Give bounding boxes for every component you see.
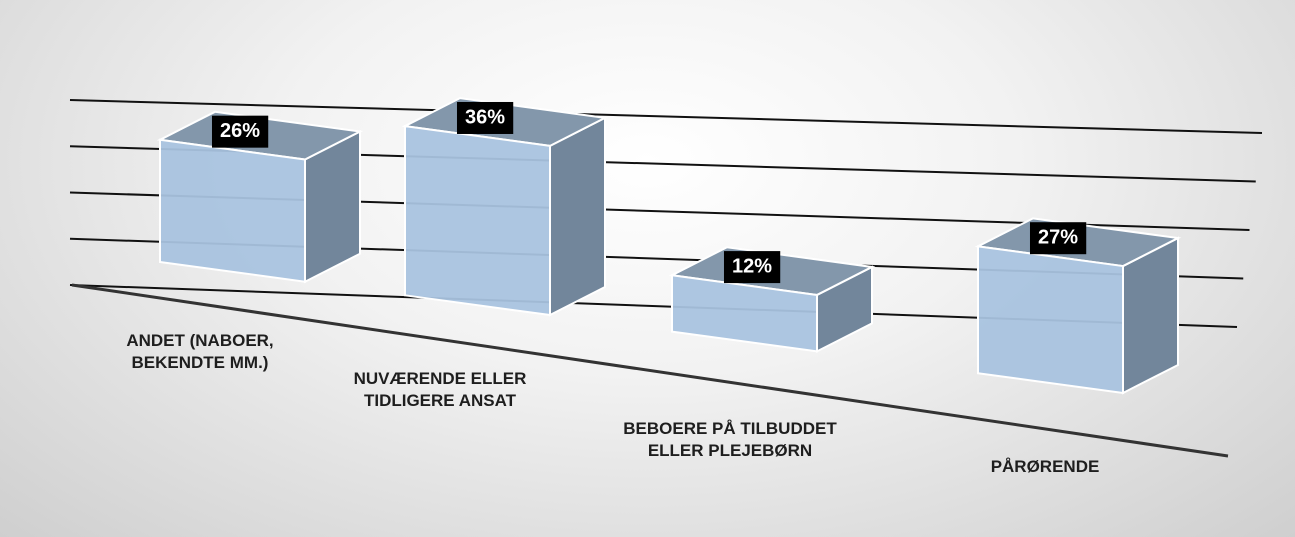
bar (159, 138, 306, 283)
x-tick-label: BEBOERE PÅ TILBUDDET ELLER PLEJEBØRN (623, 419, 837, 460)
value-label: 26% (220, 120, 260, 142)
value-label: 36% (465, 106, 505, 128)
value-label-bg (211, 115, 269, 148)
bar-side (549, 116, 606, 317)
x-tick-label: PÅRØRENDE (990, 457, 1100, 476)
floor-edge (71, 283, 1229, 458)
value-label-bg (1029, 222, 1087, 255)
x-tick-label: ANDET (NABOER, BEKENDTE MM.) (126, 331, 274, 372)
value-label-bg (456, 101, 514, 134)
value-label: 27% (1038, 226, 1078, 248)
bar (977, 245, 1124, 395)
value-label: 12% (732, 255, 772, 277)
value-label-bg (723, 251, 781, 284)
bar (671, 274, 818, 353)
grid-line (69, 99, 1263, 134)
bar (404, 124, 551, 317)
x-tick-label: NUVÆRENDE ELLER TIDLIGERE ANSAT (353, 369, 527, 410)
